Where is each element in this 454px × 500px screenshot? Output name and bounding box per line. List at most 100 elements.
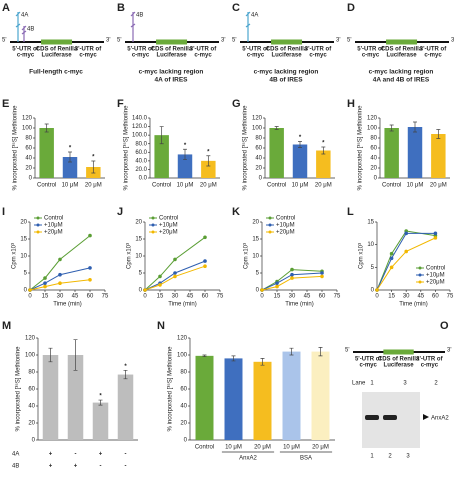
significance: *	[207, 149, 210, 155]
utr3-label: c-myc	[194, 53, 212, 59]
y-tick-label: 10	[20, 254, 27, 260]
y-axis-label: % incorporated [³⁵S] Methionine	[12, 105, 19, 191]
y-tick-label: 60	[28, 387, 35, 393]
three-prime: 3'	[447, 348, 451, 354]
point	[404, 231, 409, 236]
x-tick-label: 30	[289, 294, 296, 300]
y-tick-label: 0	[29, 176, 33, 182]
point	[43, 281, 47, 286]
y-tick-label: 15	[135, 237, 142, 243]
error-bar	[91, 160, 96, 174]
cds-label: Luciferase	[157, 53, 188, 59]
utr5-label: 5'-UTR of	[357, 47, 384, 53]
y-tick-label: 100	[25, 353, 36, 359]
bar	[195, 355, 214, 440]
x-tick-label: 10 μM	[283, 445, 300, 451]
error-bar	[274, 126, 279, 130]
row-sign: -	[100, 464, 102, 470]
cds-label: CDS of Renilla	[151, 47, 193, 53]
panel-label: C	[232, 2, 240, 14]
series-line	[144, 260, 206, 291]
x-tick-label: Control	[195, 445, 214, 451]
bar	[269, 128, 284, 178]
x-tick-label: 15	[274, 294, 281, 300]
utr5-label: 5'-UTR of	[355, 357, 382, 363]
error-bar	[202, 354, 207, 358]
series-line	[29, 235, 91, 291]
y-axis-label: Cpm x10³	[359, 243, 365, 269]
utr3-label: 3'-UTR of	[416, 357, 443, 363]
cds-box	[386, 39, 418, 45]
x-tick-label: 45	[187, 294, 194, 300]
y-axis-label: % incorporated [³⁵S] Methionine	[123, 105, 130, 191]
point	[88, 278, 92, 282]
y-tick-label: 60.0	[135, 150, 147, 156]
panel-label: H	[347, 98, 355, 110]
row-sign: +	[99, 452, 103, 458]
stem-label: 4B	[136, 13, 143, 19]
y-tick-label: 15	[20, 237, 27, 243]
x-tick-label: 15	[157, 294, 164, 300]
legend-marker	[36, 230, 40, 234]
row-sign: -	[125, 464, 127, 470]
y-tick-label: 10	[252, 254, 259, 260]
x-tick-label: Control	[382, 183, 401, 189]
lane-title: Lane	[352, 381, 366, 387]
utr3-label: c-myc	[424, 53, 442, 59]
x-axis-label: Time (min)	[399, 302, 427, 308]
x-tick-label: 30	[172, 294, 179, 300]
error-bar	[68, 151, 72, 163]
series-line	[376, 232, 436, 291]
y-axis-label: % incorporated [³⁵S] Methionine	[167, 346, 174, 432]
x-axis-label: Time (min)	[53, 302, 81, 308]
point	[320, 274, 324, 279]
x-tick-label: 20 μM	[254, 445, 271, 451]
x-tick-label: 45	[417, 294, 424, 300]
y-tick-label: 20	[135, 220, 142, 226]
x-tick-label: 45	[72, 294, 79, 300]
bar	[117, 374, 134, 440]
y-tick-label: 100	[252, 126, 263, 132]
point	[158, 283, 162, 287]
caption: 4A and 4B of IRES	[373, 77, 430, 84]
five-prime: 5'	[347, 38, 351, 44]
y-tick-label: 120	[22, 116, 33, 122]
y-tick-label: 5	[371, 265, 375, 271]
point	[43, 284, 47, 289]
y-tick-label: 120	[252, 116, 263, 122]
series-line	[144, 265, 206, 291]
utr5-label: c-myc	[360, 363, 378, 369]
bar	[154, 135, 169, 178]
utr3-label: 3'-UTR of	[420, 47, 447, 53]
y-axis-label: % incorporated [³⁵S] Methionine	[15, 346, 22, 432]
panel-label: N	[157, 320, 165, 332]
panel-label: I	[2, 206, 5, 218]
y-tick-label: 20	[370, 166, 377, 172]
error-bar	[44, 123, 49, 133]
point	[433, 236, 438, 240]
stem-label: 4A	[251, 13, 258, 19]
series-line	[261, 272, 323, 291]
y-tick-label: 20	[252, 220, 259, 226]
significance: *	[92, 155, 95, 161]
y-tick-label: 80	[25, 136, 32, 142]
significance: *	[184, 143, 187, 149]
row-sign: +	[49, 464, 53, 470]
error-bar	[298, 141, 302, 148]
panel-label: K	[232, 206, 240, 218]
legend-marker	[151, 216, 155, 220]
y-tick-label: 80	[28, 370, 35, 376]
x-axis-label: Time (min)	[168, 302, 196, 308]
series-line	[261, 275, 323, 291]
x-tick-label: 60	[202, 294, 209, 300]
y-tick-label: 5	[139, 271, 143, 277]
point	[290, 267, 294, 272]
legend-marker	[36, 223, 40, 227]
point	[404, 249, 409, 254]
x-tick-label: 20 μM	[312, 445, 329, 451]
legend-marker	[418, 273, 422, 277]
error-bar	[389, 124, 394, 132]
point	[375, 288, 379, 292]
significance: *	[299, 135, 302, 141]
caption: c-myc lacking region	[369, 69, 434, 76]
